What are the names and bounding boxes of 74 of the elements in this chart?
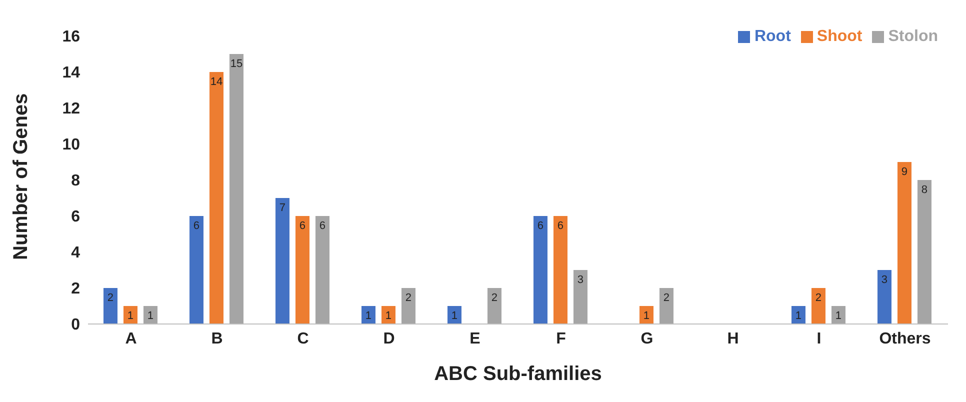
y-tick-label: 10: [62, 136, 80, 154]
y-tick-label: 6: [71, 208, 80, 226]
x-tick-label: B: [211, 330, 223, 348]
bar: [381, 306, 396, 324]
y-axis-title: Number of Genes: [10, 93, 32, 260]
data-label: 3: [577, 274, 584, 286]
bar: [447, 306, 462, 324]
x-tick-label: C: [297, 330, 310, 348]
bar: [533, 216, 548, 324]
y-tick-label: 4: [71, 244, 80, 262]
legend-label: Root: [754, 28, 791, 45]
bar: [659, 288, 674, 324]
bar: [103, 288, 118, 324]
x-tick-label: A: [125, 330, 138, 348]
bar: [315, 216, 330, 324]
bar: [229, 54, 244, 324]
data-label: 6: [557, 220, 564, 232]
bar: [897, 162, 912, 324]
bar: [831, 306, 846, 324]
y-tick-label: 0: [71, 316, 80, 334]
bar: [877, 270, 892, 324]
y-tick-label: 12: [62, 100, 80, 118]
legend-label: Stolon: [888, 28, 938, 45]
data-label: 6: [193, 220, 200, 232]
bar: [361, 306, 376, 324]
bar: [573, 270, 588, 324]
data-label: 3: [881, 274, 888, 286]
bar: [143, 306, 158, 324]
data-label: 1: [147, 310, 154, 322]
bar: [209, 72, 224, 324]
x-tick-label: D: [383, 330, 395, 348]
data-label: 2: [405, 292, 412, 304]
bar: [639, 306, 654, 324]
data-label: 1: [795, 310, 802, 322]
data-label: 2: [107, 292, 114, 304]
y-tick-label: 8: [71, 172, 80, 190]
data-label: 1: [385, 310, 392, 322]
bar: [791, 306, 806, 324]
bar: [275, 198, 290, 324]
x-tick-label: F: [556, 330, 566, 348]
bar: [553, 216, 568, 324]
data-label: 1: [835, 310, 842, 322]
bar: [917, 180, 932, 324]
data-label: 14: [210, 76, 223, 88]
data-label: 2: [491, 292, 498, 304]
x-axis-title: ABC Sub-families: [434, 363, 602, 385]
data-label: 1: [365, 310, 372, 322]
x-tick-label: G: [640, 330, 654, 348]
x-tick-label: I: [816, 330, 822, 348]
data-label: 6: [299, 220, 306, 232]
x-tick-label: H: [727, 330, 739, 348]
bar: [123, 306, 138, 324]
data-label: 1: [127, 310, 134, 322]
data-label: 6: [537, 220, 544, 232]
bar: [487, 288, 502, 324]
bar: [295, 216, 310, 324]
x-tick-label: Others: [879, 330, 931, 348]
data-label: 9: [901, 166, 908, 178]
data-label: 1: [451, 310, 458, 322]
data-label: 1: [643, 310, 650, 322]
y-tick-label: 2: [71, 280, 80, 298]
data-label: 7: [279, 202, 286, 214]
data-label: 15: [230, 58, 243, 70]
data-label: 2: [663, 292, 670, 304]
data-label: 6: [319, 220, 326, 232]
bar: [401, 288, 416, 324]
data-label: 8: [921, 184, 928, 196]
bar: [189, 216, 204, 324]
y-tick-label: 16: [62, 28, 80, 46]
legend-label: Shoot: [816, 28, 862, 45]
bar: [811, 288, 826, 324]
y-tick-label: 14: [62, 64, 80, 82]
data-label: 2: [815, 292, 822, 304]
x-tick-label: E: [470, 330, 481, 348]
